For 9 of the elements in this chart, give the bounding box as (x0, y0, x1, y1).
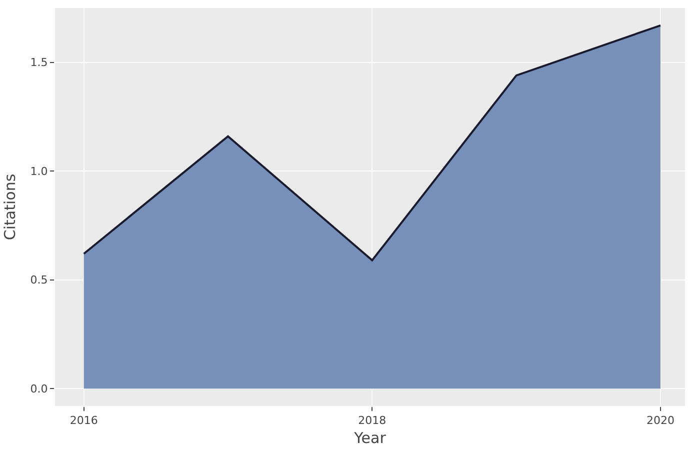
x-tick-label: 2020 (646, 414, 674, 428)
y-axis-title: Citations (1, 174, 19, 240)
x-axis-title: Year (353, 429, 387, 448)
x-tick-label: 2016 (70, 414, 98, 428)
y-tick-label: 1.0 (30, 164, 48, 178)
y-tick-label: 0.0 (30, 382, 48, 396)
y-tick-label: 0.5 (30, 274, 48, 287)
x-tick-label: 2018 (358, 414, 386, 428)
y-tick-label: 1.5 (30, 56, 48, 70)
